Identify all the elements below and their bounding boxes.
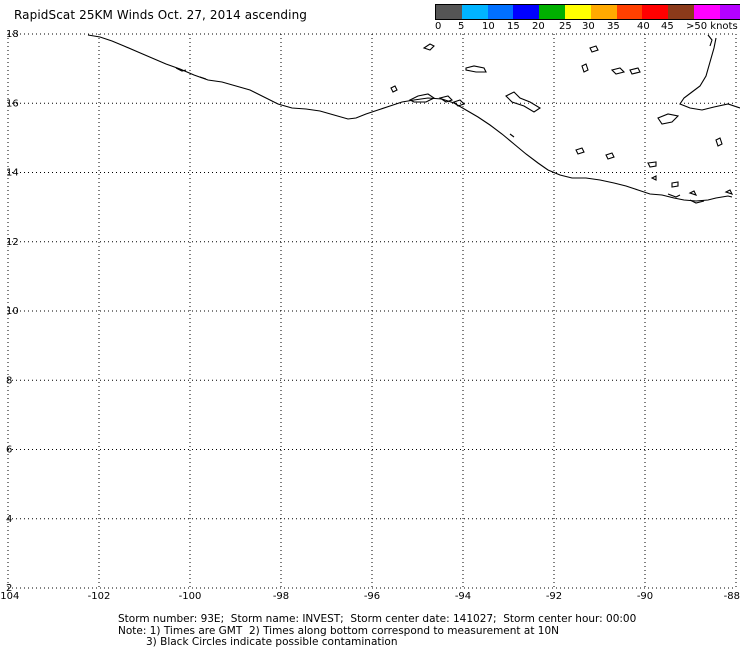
island-outline <box>505 91 542 113</box>
scale-label: 5 <box>458 21 465 32</box>
island-outline <box>688 190 698 196</box>
scale-label: 20 <box>532 21 545 32</box>
island-outline <box>647 161 657 168</box>
island-outline <box>657 113 680 125</box>
latitude-tick-label: 18 <box>6 29 19 40</box>
coast-detail <box>509 133 515 138</box>
island-outline <box>629 67 641 75</box>
scale-label: 10 <box>482 21 495 32</box>
coast-detail <box>689 199 705 204</box>
island-outline <box>390 85 398 93</box>
longitude-tick-label: -96 <box>364 591 380 602</box>
wind-speed-color-bar <box>435 4 740 20</box>
latitude-tick-label: 12 <box>6 237 19 248</box>
latitude-tick-label: 2 <box>6 583 12 594</box>
island-outline <box>650 175 657 181</box>
scale-label: 45 <box>661 21 674 32</box>
scale-swatch <box>539 5 565 19</box>
scale-swatch <box>564 5 591 19</box>
longitude-tick-label: -88 <box>724 591 740 602</box>
scale-swatch <box>693 5 720 19</box>
latitude-tick-label: 4 <box>6 514 12 525</box>
scale-swatch <box>436 5 462 19</box>
latitude-tick-label: 10 <box>6 306 19 317</box>
longitude-tick-label: -100 <box>179 591 202 602</box>
longitude-tick-label: -104 <box>0 591 19 602</box>
latitude-tick-label: 6 <box>6 445 12 456</box>
scale-label: >50 knots <box>686 21 738 32</box>
map-title: RapidScat 25KM Winds Oct. 27, 2014 ascen… <box>14 8 308 22</box>
scale-label: 35 <box>607 21 620 32</box>
scale-label: 40 <box>637 21 650 32</box>
note-line-2: 3) Black Circles indicate possible conta… <box>146 636 398 648</box>
latitude-tick-label: 8 <box>6 375 12 386</box>
island-outline <box>589 45 599 53</box>
scale-swatch <box>461 5 488 19</box>
island-outline <box>671 181 679 188</box>
mexico-pacific-coastline <box>87 34 733 202</box>
island-outline <box>610 67 626 75</box>
yucatan-coastline <box>679 37 740 111</box>
coast-detail <box>199 76 207 80</box>
lat-lon-grid <box>7 33 737 589</box>
scale-swatch <box>668 5 694 19</box>
scale-swatch <box>642 5 669 19</box>
island-outline <box>724 189 734 195</box>
coast-detail <box>667 193 681 198</box>
island-outline <box>465 65 487 73</box>
island-outline <box>452 99 466 107</box>
wind-speed-color-scale: 0 5 10 15 20 25 30 35 40 45 >50 knots <box>435 4 740 34</box>
island-outline <box>575 147 585 155</box>
coastline <box>87 34 740 204</box>
axis-tick-labels: -104 -102 -100 -98 -96 -94 -92 -90 -88 18 16 14 12 10… <box>0 29 740 602</box>
island-outline <box>581 63 589 73</box>
longitude-tick-label: -98 <box>273 591 289 602</box>
scale-swatch <box>487 5 514 19</box>
scale-swatch <box>590 5 617 19</box>
island-outline <box>408 93 436 103</box>
longitude-tick-label: -102 <box>88 591 111 602</box>
longitude-tick-label: -94 <box>455 591 471 602</box>
scale-label: 0 <box>435 21 442 32</box>
longitude-tick-label: -92 <box>546 591 562 602</box>
scale-swatch <box>513 5 540 19</box>
scale-label: 30 <box>582 21 595 32</box>
latitude-tick-label: 14 <box>6 168 19 179</box>
storm-info-line: Storm number: 93E; Storm name: INVEST; S… <box>118 613 637 625</box>
island-outline <box>605 152 615 160</box>
note-line-1: Note: 1) Times are GMT 2) Times along bo… <box>118 625 559 637</box>
scale-label: 25 <box>559 21 572 32</box>
scale-label: 15 <box>507 21 520 32</box>
longitude-tick-label: -90 <box>637 591 653 602</box>
coast-detail <box>175 67 187 72</box>
yucatan-coast-detail <box>707 34 713 47</box>
latitude-tick-label: 16 <box>6 98 19 109</box>
island-outline <box>438 95 454 103</box>
scale-swatch <box>616 5 643 19</box>
scale-swatch <box>719 5 740 19</box>
island-outline <box>422 43 435 51</box>
island-outline <box>715 137 723 147</box>
